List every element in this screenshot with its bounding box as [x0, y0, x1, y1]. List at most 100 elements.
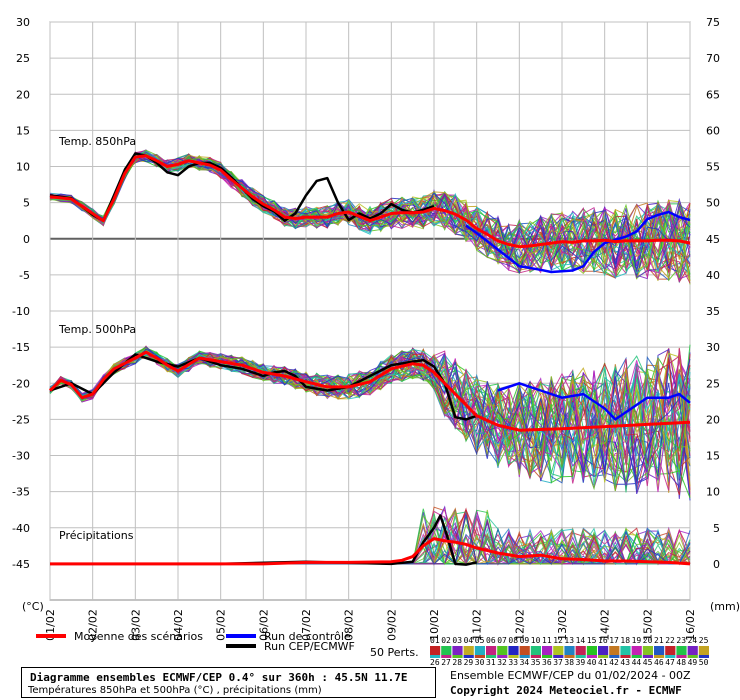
x-tick-label: 05/02: [215, 609, 228, 641]
perturbation-line: [49, 150, 691, 279]
y-left-tick-label: -45: [12, 558, 30, 571]
pert-number: 20: [643, 636, 653, 645]
chart-subtitle: Températures 850hPa et 500hPa (°C) , pré…: [28, 685, 322, 696]
pert-swatch: [542, 655, 553, 658]
pert-swatch: [676, 655, 687, 658]
y-left-tick-label: -30: [12, 450, 30, 463]
y-right-tick-label: 35: [706, 305, 720, 318]
y-left-tick-label: 30: [16, 16, 30, 29]
y-right-tick-label: 65: [706, 88, 720, 101]
y-left-tick-label: -10: [12, 305, 30, 318]
pert-number: 33: [508, 658, 518, 667]
y-left-tick-label: -35: [12, 486, 30, 499]
panel-label-t500: Temp. 500hPa: [58, 323, 136, 336]
y-left-tick-label: -40: [12, 522, 30, 535]
y-left-tick-label: 25: [16, 52, 30, 65]
pert-swatch: [542, 646, 553, 655]
pert-number: 42: [609, 658, 619, 667]
pert-swatch: [586, 655, 597, 658]
pert-number: 50: [699, 658, 709, 667]
panel-label-t850: Temp. 850hPa: [58, 135, 136, 148]
x-tick-label: 01/02: [44, 609, 57, 641]
y-right-unit: (mm): [710, 600, 740, 613]
mean-series-precip: [50, 537, 691, 566]
run-info: Ensemble ECMWF/CEP du 01/02/2024 - 00Z: [450, 669, 691, 682]
y-right-tick-label: 50: [706, 197, 720, 210]
pert-swatch: [430, 646, 441, 655]
pert-swatch: [519, 646, 530, 655]
pert-number: 09: [520, 636, 530, 645]
pert-number: 13: [564, 636, 574, 645]
x-tick-label: 12/02: [513, 609, 526, 641]
y-right-tick-label: 20: [706, 413, 720, 426]
copyright: Copyright 2024 Meteociel.fr - ECMWF: [450, 684, 682, 697]
pert-swatch: [609, 655, 620, 658]
pert-swatch: [474, 646, 485, 655]
pert-swatch: [441, 646, 452, 655]
pert-swatch: [654, 655, 665, 658]
pert-swatch: [598, 646, 609, 655]
pert-swatch: [609, 646, 620, 655]
pert-number: 28: [452, 658, 462, 667]
y-left-tick-label: 5: [23, 197, 30, 210]
pert-number: 15: [587, 636, 597, 645]
y-left-tick-label: 15: [16, 124, 30, 137]
pert-swatch: [631, 655, 642, 658]
pert-number: 04: [464, 636, 474, 645]
pert-number: 34: [520, 658, 530, 667]
pert-swatch: [564, 655, 575, 658]
perturbation-color-grid: 01 02 03 04 05 06 07 08 09 10 11 12 13 14 15 16 17 18 19 20…: [430, 636, 709, 667]
grid: [49, 21, 691, 601]
control-series-t500: [497, 382, 691, 421]
y-left-tick-label: -20: [12, 377, 30, 390]
x-tick-label: 09/02: [385, 609, 398, 641]
y-right-tick-label: 30: [706, 341, 720, 354]
x-tick-label: 13/02: [556, 609, 569, 641]
ecmwf-series-t850: [49, 152, 435, 222]
pert-swatch: [441, 655, 452, 658]
mean-series-t850: [49, 154, 691, 249]
pert-number: 43: [620, 658, 630, 667]
pert-swatch: [665, 655, 676, 658]
pert-number: 36: [542, 658, 552, 667]
pert-swatch: [631, 646, 642, 655]
pert-number: 37: [553, 658, 563, 667]
pert-swatch: [452, 646, 463, 655]
pert-swatch: [497, 655, 508, 658]
pert-swatch: [474, 655, 485, 658]
pert-swatch: [497, 646, 508, 655]
pert-swatch: [642, 655, 653, 658]
pert-swatch: [486, 646, 497, 655]
y-right-tick-label: 25: [706, 377, 720, 390]
pert-swatch: [530, 646, 541, 655]
x-tick-label: 10/02: [428, 609, 441, 641]
x-tick-label: 14/02: [599, 609, 612, 641]
legend-perts-label: 50 Perts.: [370, 646, 419, 659]
pert-swatch: [575, 655, 586, 658]
pert-number: 45: [643, 658, 653, 667]
x-tick-label: 03/02: [129, 609, 142, 641]
panel-label-precip: Précipitations: [59, 529, 134, 542]
pert-swatch: [687, 646, 698, 655]
pert-number: 06: [486, 636, 496, 645]
pert-number: 07: [497, 636, 507, 645]
pert-swatch: [553, 655, 564, 658]
pert-number: 08: [508, 636, 518, 645]
pert-swatch: [598, 655, 609, 658]
pert-number: 21: [654, 636, 664, 645]
y-right-tick-label: 70: [706, 52, 720, 65]
pert-number: 47: [665, 658, 675, 667]
y-right-tick-label: 0: [713, 558, 720, 571]
pert-swatch: [553, 646, 564, 655]
legend: Moyenne des scénarios Run de contrôle Ru…: [36, 630, 709, 667]
pert-number: 46: [654, 658, 664, 667]
pert-swatch: [676, 646, 687, 655]
pert-number: 27: [441, 658, 451, 667]
pert-number: 03: [452, 636, 462, 645]
pert-number: 40: [587, 658, 597, 667]
pert-number: 30: [475, 658, 485, 667]
pert-swatch: [486, 655, 497, 658]
y-right-tick-label: 55: [706, 161, 720, 174]
legend-ecmwf-label: Run CEP/ECMWF: [264, 640, 355, 653]
